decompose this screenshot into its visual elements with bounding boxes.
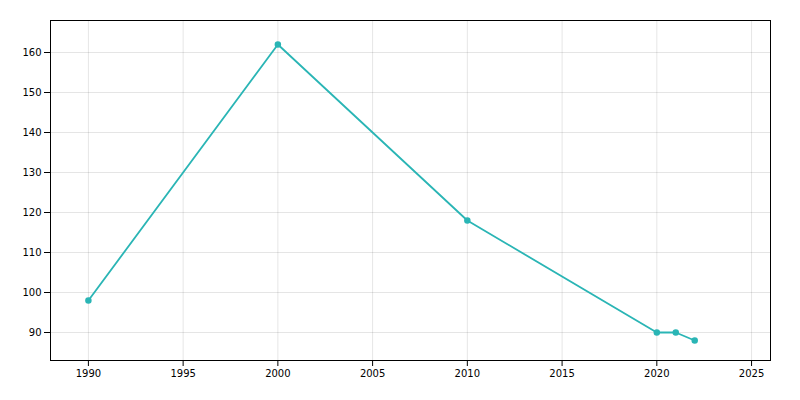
svg-text:2000: 2000: [265, 368, 290, 379]
svg-text:2010: 2010: [455, 368, 480, 379]
svg-text:2020: 2020: [644, 368, 669, 379]
svg-text:130: 130: [22, 167, 41, 178]
svg-text:120: 120: [22, 207, 41, 218]
svg-text:150: 150: [22, 87, 41, 98]
svg-text:2005: 2005: [360, 368, 385, 379]
svg-text:100: 100: [22, 287, 41, 298]
svg-text:110: 110: [22, 247, 41, 258]
svg-text:90: 90: [29, 327, 42, 338]
svg-text:1995: 1995: [170, 368, 195, 379]
svg-text:160: 160: [22, 47, 41, 58]
svg-text:140: 140: [22, 127, 41, 138]
svg-text:1990: 1990: [76, 368, 101, 379]
svg-text:2025: 2025: [739, 368, 764, 379]
svg-text:2015: 2015: [549, 368, 574, 379]
